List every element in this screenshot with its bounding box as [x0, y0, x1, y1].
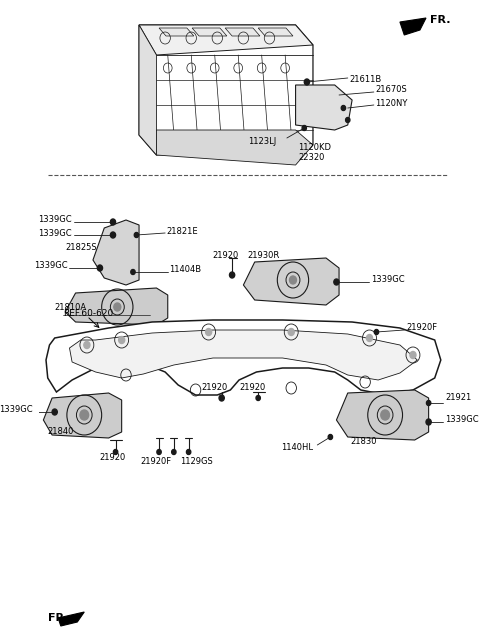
Text: 21921: 21921	[445, 394, 471, 403]
Circle shape	[172, 449, 176, 455]
Polygon shape	[139, 25, 313, 155]
Circle shape	[110, 232, 116, 238]
Text: 1339GC: 1339GC	[38, 229, 72, 238]
Text: 11404B: 11404B	[169, 266, 202, 275]
Polygon shape	[43, 393, 121, 438]
Text: 21920: 21920	[213, 250, 239, 259]
Circle shape	[84, 342, 90, 349]
Text: 22320: 22320	[298, 153, 324, 162]
Circle shape	[114, 303, 121, 311]
Circle shape	[426, 419, 431, 425]
Circle shape	[119, 336, 125, 343]
Circle shape	[366, 334, 372, 342]
Polygon shape	[139, 25, 313, 55]
Circle shape	[205, 329, 212, 336]
Circle shape	[341, 105, 346, 110]
Circle shape	[97, 265, 103, 271]
Circle shape	[186, 449, 191, 455]
Circle shape	[346, 117, 350, 123]
Text: REF.60-620: REF.60-620	[63, 309, 114, 318]
Text: 21920F: 21920F	[406, 324, 437, 333]
Text: 21825S: 21825S	[65, 243, 97, 252]
Circle shape	[113, 449, 118, 455]
Circle shape	[302, 125, 306, 130]
Polygon shape	[192, 28, 227, 36]
Circle shape	[256, 395, 260, 401]
Polygon shape	[258, 28, 293, 36]
Text: 1120NY: 1120NY	[375, 98, 408, 107]
Text: 1140HL: 1140HL	[281, 444, 313, 453]
Polygon shape	[225, 28, 260, 36]
Polygon shape	[65, 288, 168, 325]
Polygon shape	[46, 320, 441, 395]
Circle shape	[131, 270, 135, 275]
Circle shape	[219, 395, 224, 401]
Text: 1120KD: 1120KD	[298, 144, 331, 153]
Polygon shape	[159, 28, 194, 36]
Circle shape	[134, 232, 139, 238]
Text: 1339GC: 1339GC	[371, 275, 405, 284]
Text: 1339GC: 1339GC	[445, 415, 479, 424]
Circle shape	[288, 329, 294, 336]
Text: 21920: 21920	[100, 453, 126, 462]
Text: 21830: 21830	[350, 437, 377, 446]
Polygon shape	[93, 220, 139, 285]
Polygon shape	[296, 85, 352, 130]
Text: 1339GC: 1339GC	[38, 216, 72, 225]
Text: 21810A: 21810A	[55, 304, 87, 313]
Text: 21920: 21920	[239, 383, 265, 392]
Text: 21670S: 21670S	[375, 85, 408, 94]
Polygon shape	[58, 612, 84, 626]
Text: 21920F: 21920F	[141, 458, 172, 467]
Text: 21840: 21840	[48, 428, 74, 437]
Text: 1123LJ: 1123LJ	[248, 137, 276, 146]
Circle shape	[80, 410, 89, 420]
Polygon shape	[336, 390, 429, 440]
Polygon shape	[243, 258, 339, 305]
Text: 1339GC: 1339GC	[34, 261, 68, 270]
Circle shape	[157, 449, 161, 455]
Circle shape	[52, 409, 57, 415]
Polygon shape	[139, 25, 156, 155]
Circle shape	[229, 272, 235, 278]
Text: 21930R: 21930R	[248, 250, 280, 259]
Text: 21920: 21920	[202, 383, 228, 392]
Text: FR.: FR.	[48, 613, 68, 623]
Polygon shape	[400, 18, 426, 35]
Polygon shape	[70, 330, 417, 380]
Text: 1339GC: 1339GC	[0, 406, 33, 415]
Text: FR.: FR.	[431, 15, 451, 25]
Circle shape	[328, 435, 333, 440]
Circle shape	[426, 401, 431, 406]
Text: 21821E: 21821E	[167, 227, 199, 236]
Circle shape	[410, 352, 416, 358]
Circle shape	[381, 410, 389, 420]
Text: 1129GS: 1129GS	[180, 458, 213, 467]
Circle shape	[110, 219, 116, 225]
Circle shape	[304, 79, 310, 85]
Circle shape	[374, 329, 379, 334]
Circle shape	[289, 276, 297, 284]
Text: 21611B: 21611B	[349, 76, 382, 85]
Polygon shape	[156, 130, 313, 165]
Circle shape	[334, 279, 339, 285]
